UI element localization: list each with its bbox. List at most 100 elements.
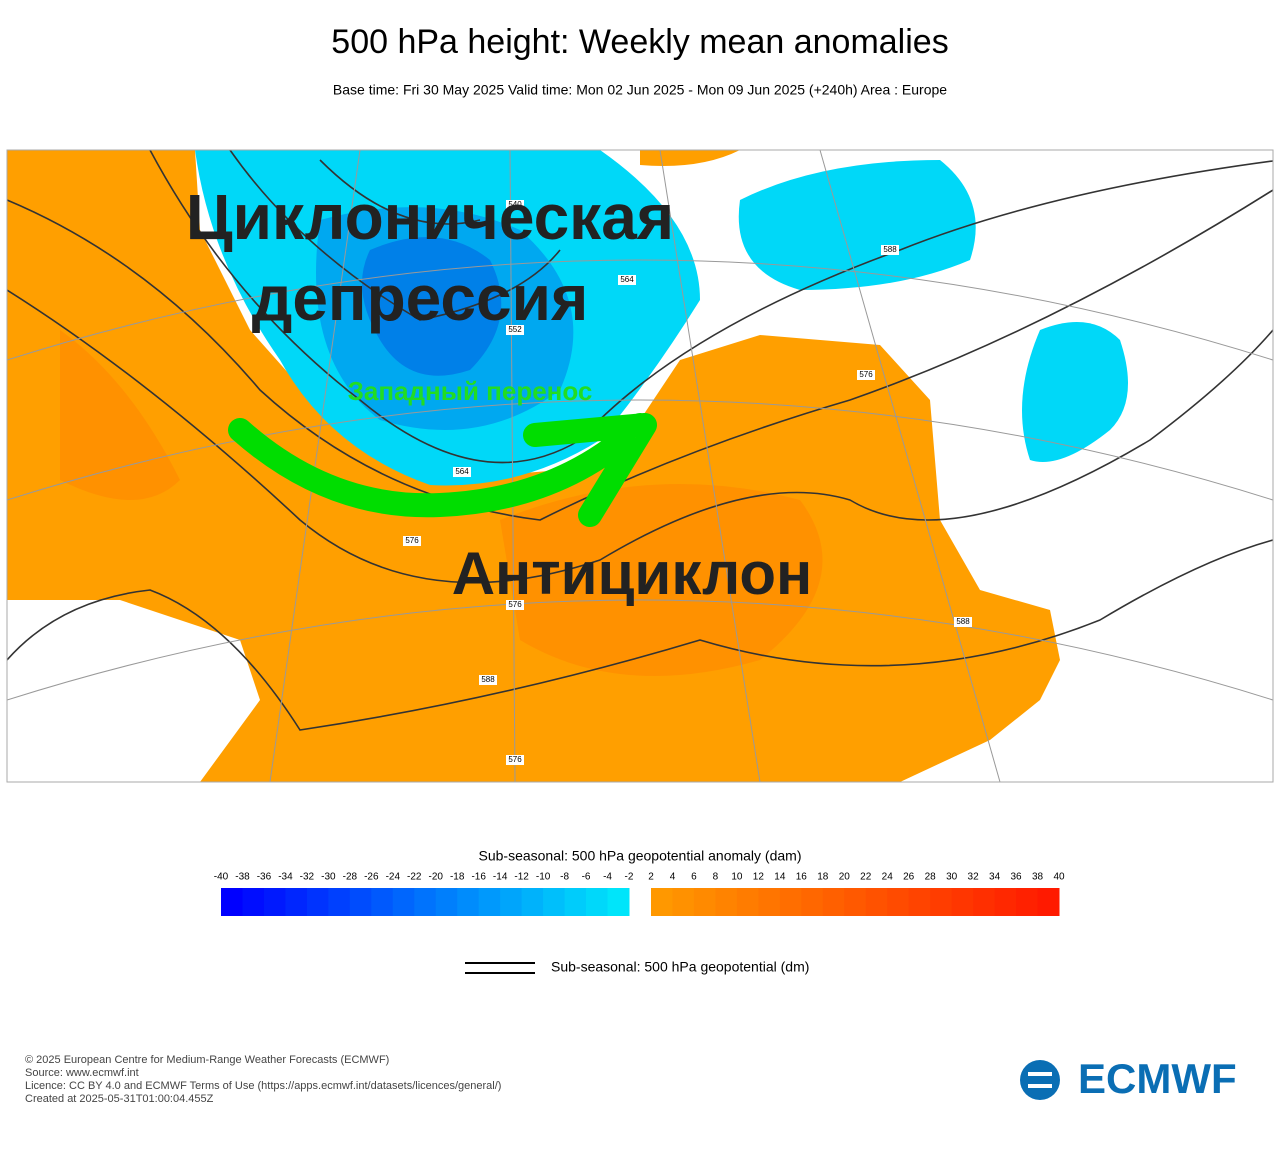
colorbar-cell (221, 888, 243, 916)
contour-label-bg (506, 325, 524, 335)
contour-label: 576 (859, 370, 873, 379)
colorbar-cell (521, 888, 544, 916)
colorbar-cell (285, 888, 308, 916)
colorbar-tick-label: 34 (989, 872, 1001, 883)
colorbar-cell (994, 888, 1017, 916)
colorbar-tick-label: -34 (278, 872, 293, 883)
colorbar-cell (715, 888, 738, 916)
colorbar-tick-label: -14 (493, 872, 508, 883)
colorbar-cell (328, 888, 351, 916)
colorbar-cell (564, 888, 587, 916)
annotation: Циклоническая (186, 181, 674, 253)
colorbar-cell (392, 888, 415, 916)
annotation: Западный перенос (348, 376, 593, 406)
footer-line: Licence: CC BY 4.0 and ECMWF Terms of Us… (25, 1080, 501, 1092)
contour-label: 540 (508, 200, 522, 209)
colorbar-tick-label: 14 (774, 872, 786, 883)
colorbar-tick-label: 22 (860, 872, 872, 883)
colorbar-cell (435, 888, 458, 916)
colorbar-cell (500, 888, 523, 916)
colorbar-tick-label: 36 (1010, 872, 1022, 883)
contour-label-bg (618, 275, 636, 285)
colorbar-cell (801, 888, 824, 916)
colorbar-tick-label: -40 (214, 872, 229, 883)
colorbar-cell (908, 888, 931, 916)
colorbar-tick-label: -2 (625, 872, 634, 883)
colorbar-cell (844, 888, 867, 916)
contour-label-bg (506, 200, 524, 210)
annotation: депрессия (252, 262, 589, 334)
logo-text: ECMWF (1078, 1055, 1237, 1102)
colorbar-tick-label: -6 (582, 872, 591, 883)
colorbar-cell (758, 888, 781, 916)
colorbar-cell (951, 888, 974, 916)
colorbar-tick-label: -38 (235, 872, 250, 883)
colorbar-tick-label: 32 (968, 872, 980, 883)
colorbar-cell (651, 888, 673, 916)
colorbar-tick-label: -16 (471, 872, 486, 883)
colorbar-tick-label: 4 (670, 872, 676, 883)
colorbar-cell (1016, 888, 1039, 916)
colorbar-cell (586, 888, 609, 916)
annotation: Антициклон (452, 540, 813, 607)
colorbar-cell (543, 888, 566, 916)
colorbar-cell (973, 888, 996, 916)
colorbar-tick-label: -32 (300, 872, 315, 883)
colorbar-cell (865, 888, 888, 916)
contour-label-bg (453, 467, 471, 477)
colorbar-tick-label: 40 (1053, 872, 1065, 883)
colorbar-cell (478, 888, 501, 916)
colorbar-tick-label: -22 (407, 872, 422, 883)
colorbar-tick-label: 24 (882, 872, 894, 883)
legend-label: Sub-seasonal: 500 hPa geopotential (dm) (551, 959, 809, 975)
colorbar-cell (1037, 888, 1060, 916)
colorbar-cell (263, 888, 286, 916)
colorbar-tick-label: -26 (364, 872, 379, 883)
contour-label: 588 (956, 617, 970, 626)
colorbar-cell (779, 888, 802, 916)
colorbar-tick-label: 26 (903, 872, 915, 883)
colorbar-tick-label: 38 (1032, 872, 1044, 883)
colorbar-cell (242, 888, 265, 916)
colorbar-tick-label: -18 (450, 872, 465, 883)
contour-label: 564 (620, 275, 634, 284)
contour-label: 576 (508, 600, 522, 609)
colorbar-tick-label: -28 (343, 872, 358, 883)
contour-label: 564 (455, 467, 469, 476)
contour-label-bg (403, 536, 421, 546)
contour-label-bg (857, 370, 875, 380)
colorbar-tick-label: -36 (257, 872, 272, 883)
colorbar-tick-label: 30 (946, 872, 958, 883)
title: 500 hPa height: Weekly mean anomalies (331, 23, 948, 61)
logo: ECMWF (1020, 1055, 1237, 1102)
colorbar-tick-label: 6 (691, 872, 697, 883)
colorbar-tick-label: -8 (560, 872, 569, 883)
colorbar-tick-label: 20 (839, 872, 851, 883)
colorbar-tick-label: -30 (321, 872, 336, 883)
colorbar-tick-label: -12 (514, 872, 529, 883)
footer-line: Created at 2025-05-31T01:00:04.455Z (25, 1093, 214, 1105)
colorbar-cell (693, 888, 716, 916)
colorbar-tick-label: 8 (713, 872, 719, 883)
colorbar-cell (349, 888, 372, 916)
contour-label-bg (506, 600, 524, 610)
contour-label-bg (881, 245, 899, 255)
colorbar-cell (371, 888, 394, 916)
colorbar-tick-label: 12 (753, 872, 765, 883)
colorbar-cell (672, 888, 695, 916)
colorbar-cell (887, 888, 910, 916)
colorbar-title: Sub-seasonal: 500 hPa geopotential anoma… (479, 848, 802, 864)
contour-label: 552 (508, 325, 522, 334)
colorbar-tick-label: 28 (925, 872, 937, 883)
colorbar-tick-label: -10 (536, 872, 551, 883)
subtitle: Base time: Fri 30 May 2025 Valid time: M… (333, 82, 947, 98)
colorbar-cell (736, 888, 759, 916)
colorbar-tick-label: 2 (648, 872, 654, 883)
colorbar-cell (414, 888, 437, 916)
map-frame (6, 149, 1274, 783)
colorbar-tick-label: 16 (796, 872, 808, 883)
footer-line: © 2025 European Centre for Medium-Range … (25, 1054, 389, 1066)
map: 564 576 552 540 564 576 588 576 588 588 576 Циклон… (7, 150, 1273, 782)
